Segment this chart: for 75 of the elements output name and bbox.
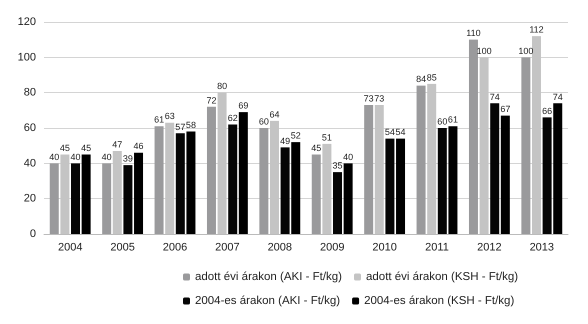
data-label: 40 bbox=[102, 152, 112, 162]
data-label: 61 bbox=[154, 114, 164, 125]
data-label: 84 bbox=[416, 74, 426, 84]
y-tick-label: 20 bbox=[24, 192, 36, 205]
data-label: 110 bbox=[466, 28, 481, 38]
data-label: 74 bbox=[552, 92, 563, 102]
data-label: 100 bbox=[476, 46, 492, 56]
bar bbox=[228, 124, 238, 234]
bar bbox=[490, 103, 500, 234]
data-label: 52 bbox=[290, 130, 301, 141]
bar bbox=[154, 126, 164, 234]
data-label: 49 bbox=[280, 136, 290, 146]
data-label: 74 bbox=[490, 92, 500, 102]
data-label: 40 bbox=[49, 152, 60, 162]
data-label: 64 bbox=[269, 109, 280, 120]
data-label: 73 bbox=[374, 94, 384, 104]
bar bbox=[50, 163, 59, 234]
data-label: 60 bbox=[437, 116, 448, 126]
y-tick-label: 80 bbox=[24, 86, 36, 99]
data-label: 54 bbox=[384, 127, 395, 138]
x-tick-label: 2006 bbox=[162, 242, 188, 254]
x-tick-label: 2004 bbox=[58, 242, 82, 254]
y-tick-label: 0 bbox=[30, 228, 36, 240]
bar bbox=[521, 57, 530, 234]
x-tick-label: 2012 bbox=[477, 242, 502, 254]
x-tick-label: 2011 bbox=[425, 242, 449, 254]
data-label: 66 bbox=[542, 106, 552, 116]
data-label: 69 bbox=[238, 100, 248, 111]
data-label: 45 bbox=[60, 143, 70, 153]
x-tick-label: 2013 bbox=[530, 242, 554, 254]
data-label: 47 bbox=[112, 139, 122, 150]
bar bbox=[364, 105, 374, 234]
data-label: 100 bbox=[518, 46, 534, 56]
data-label: 40 bbox=[343, 152, 354, 162]
legend-label: 2004-es árakon (KSH - Ft/kg) bbox=[364, 295, 514, 307]
bar bbox=[468, 40, 478, 234]
data-label: 39 bbox=[122, 154, 133, 164]
data-label: 80 bbox=[217, 81, 228, 92]
bar bbox=[238, 112, 248, 234]
y-tick-label: 40 bbox=[24, 157, 36, 170]
data-label: 61 bbox=[448, 114, 458, 125]
data-label: 57 bbox=[175, 122, 186, 132]
x-tick-label: 2009 bbox=[320, 242, 344, 254]
bar bbox=[500, 116, 510, 234]
data-label: 60 bbox=[258, 116, 269, 126]
data-label: 62 bbox=[228, 112, 238, 123]
y-tick-label: 60 bbox=[24, 122, 36, 134]
bar bbox=[206, 106, 216, 234]
x-tick-label: 2010 bbox=[372, 242, 397, 254]
legend-label: adott évi árakon (KSH - Ft/kg) bbox=[366, 271, 518, 283]
bar bbox=[102, 163, 112, 234]
data-label: 46 bbox=[134, 141, 144, 152]
data-label: 58 bbox=[186, 120, 196, 130]
data-label: 51 bbox=[322, 132, 332, 142]
x-tick-label: 2005 bbox=[110, 242, 135, 254]
y-tick-label: 120 bbox=[18, 16, 36, 28]
data-label: 40 bbox=[70, 152, 81, 162]
data-label: 63 bbox=[164, 111, 175, 122]
data-label: 72 bbox=[206, 95, 216, 106]
bar bbox=[312, 154, 321, 234]
data-label: 54 bbox=[396, 127, 406, 138]
data-label: 67 bbox=[500, 104, 510, 114]
legend-label: adott évi árakon (AKI - Ft/kg) bbox=[195, 271, 342, 283]
data-label: 73 bbox=[364, 94, 374, 104]
data-label: 85 bbox=[426, 72, 437, 82]
y-tick-label: 100 bbox=[18, 51, 36, 64]
x-tick-label: 2007 bbox=[215, 242, 240, 254]
x-tick-label: 2008 bbox=[268, 242, 292, 254]
data-label: 35 bbox=[332, 160, 343, 171]
legend-label: 2004-es árakon (AKI - Ft/kg) bbox=[195, 295, 340, 307]
data-label: 45 bbox=[81, 143, 92, 153]
data-label: 45 bbox=[311, 143, 322, 153]
bar bbox=[416, 86, 426, 234]
data-label: 112 bbox=[529, 24, 544, 35]
bar bbox=[259, 128, 268, 234]
